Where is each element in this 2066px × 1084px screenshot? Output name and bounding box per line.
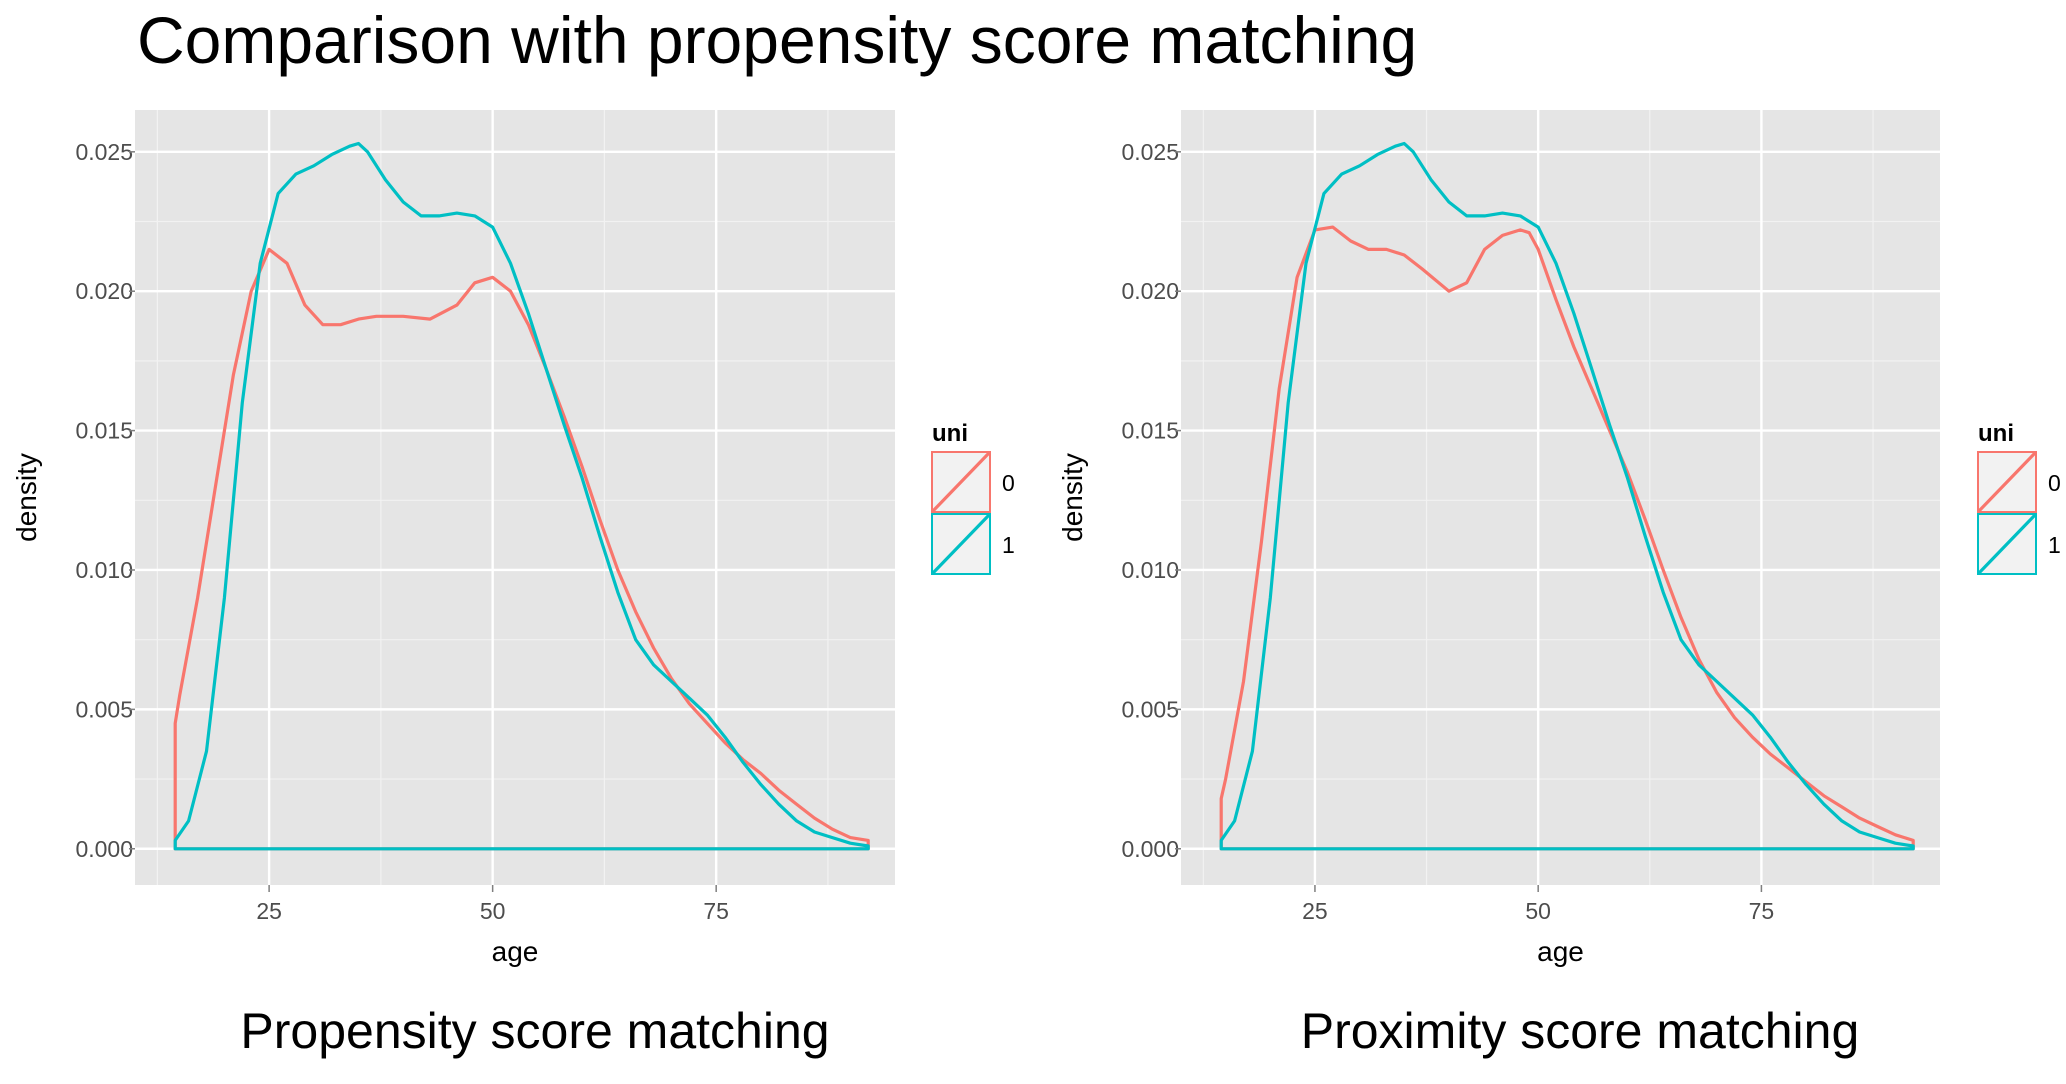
panel-background [1181, 110, 1940, 885]
legend-label-1: 1 [2048, 532, 2061, 558]
y-tick-label: 0.015 [1121, 418, 1179, 444]
y-tick-label: 0.020 [75, 278, 133, 304]
chart-propensity: 0.000 0.005 0.010 0.015 0.020 0.025 25 50 75 age d… [11, 110, 1015, 967]
y-axis-title: density [1057, 453, 1088, 542]
x-tick-label: 25 [256, 898, 282, 924]
legend-key-line-0 [931, 451, 991, 513]
panel-background [135, 110, 895, 885]
y-tick-label: 0.020 [1121, 278, 1179, 304]
legend-label-0: 0 [2048, 470, 2061, 496]
legend-key-line-0 [1977, 451, 2037, 513]
y-tick-label: 0.025 [1121, 139, 1179, 165]
y-tick-label: 0.005 [75, 696, 133, 722]
y-tick-label: 0.010 [1121, 557, 1179, 583]
legend-label-1: 1 [1002, 532, 1015, 558]
y-axis-title: density [11, 453, 42, 542]
legend-key-line-1 [931, 513, 991, 575]
y-tick-label: 0.010 [75, 557, 133, 583]
x-tick-label: 75 [703, 898, 729, 924]
y-tick-label: 0.015 [75, 418, 133, 444]
y-tick-label: 0.000 [75, 836, 133, 862]
y-tick-label: 0.000 [1121, 836, 1179, 862]
page-title: Comparison with propensity score matchin… [137, 3, 1418, 77]
x-axis-title: age [492, 936, 539, 967]
legend-key-line-1 [1977, 513, 2037, 575]
x-tick-label: 50 [480, 898, 506, 924]
caption-propensity: Propensity score matching [240, 1003, 830, 1059]
y-tick-label: 0.025 [75, 139, 133, 165]
density-line-1 [1219, 141, 1915, 851]
x-tick-label: 50 [1525, 898, 1551, 924]
legend-label-0: 0 [1002, 470, 1015, 496]
y-tick-label: 0.005 [1121, 696, 1179, 722]
legend-title: uni [1978, 420, 2014, 447]
caption-proximity: Proximity score matching [1300, 1003, 1860, 1059]
legend-title: uni [932, 420, 968, 447]
density-line-0 [1219, 225, 1915, 851]
x-axis-title: age [1537, 936, 1584, 967]
chart-proximity: 0.000 0.005 0.010 0.015 0.020 0.025 25 50 75 age d… [1057, 110, 2061, 967]
density-line-1 [173, 141, 870, 851]
x-tick-label: 75 [1749, 898, 1775, 924]
x-tick-label: 25 [1302, 898, 1328, 924]
